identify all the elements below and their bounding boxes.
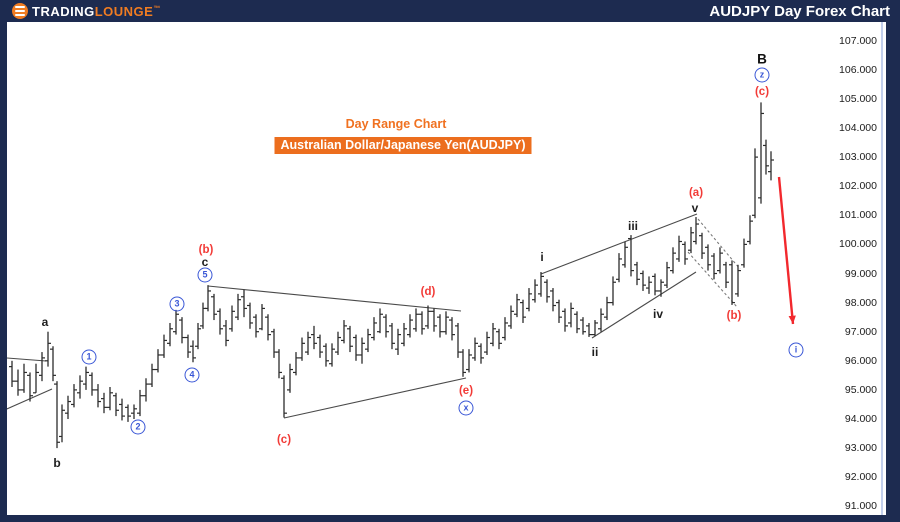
wave-label-x-circled: x: [458, 400, 474, 416]
y-axis-tick-label: 91.000: [844, 500, 877, 513]
wave-label-b: (b): [726, 310, 742, 322]
wave-label-1-circled: 1: [81, 349, 97, 365]
axis-separator-line: [881, 22, 883, 515]
wave-label-B: B: [757, 51, 767, 67]
wave-label-d: (d): [420, 286, 436, 298]
y-axis-tick-label: 93.000: [844, 442, 877, 455]
wave-label-i-circled: i: [788, 342, 804, 358]
wave-label-a: (a): [688, 187, 704, 199]
y-axis-tick-label: 94.000: [844, 413, 877, 425]
forecast-arrow-shaft: [777, 176, 795, 325]
wave-label-3-circled: 3: [169, 296, 185, 312]
y-axis-tick-label: 102.000: [839, 180, 877, 193]
wave-label-iii: iii: [627, 219, 639, 233]
y-axis-tick-label: 100.000: [839, 238, 877, 251]
right-border-panel: [886, 0, 900, 522]
left-border: [0, 0, 7, 522]
bottom-border: [0, 515, 900, 522]
y-axis-tick-label: 95.000: [844, 383, 877, 396]
y-axis-tick-label: 107.000: [839, 34, 877, 47]
trendline-channel-lower: [591, 271, 697, 339]
trendline-left-ascending: [0, 388, 53, 413]
wave-label-c: (c): [276, 434, 292, 446]
logo-trademark: ™: [153, 5, 161, 13]
wave-label-2-circled: 2: [130, 419, 146, 435]
y-axis-tick-label: 106.000: [839, 63, 877, 76]
chart-window-title: AUDJPY Day Forex Chart: [709, 2, 890, 20]
y-axis-tick-label: 101.000: [839, 209, 877, 222]
y-axis-tick-label: 104.000: [839, 122, 877, 134]
trendline-triangle-lower: [283, 377, 467, 419]
y-axis-tick-label: 99.000: [844, 267, 877, 280]
y-axis-tick-label: 92.000: [844, 471, 877, 484]
wave-label-c: (c): [754, 86, 770, 98]
trading-lounge-logo-icon: [12, 3, 28, 19]
trendline-channel-upper: [540, 213, 698, 275]
app-header: TraDinGLounGe™ AUDJPY Day Forex Chart: [0, 0, 900, 22]
wave-label-5-circled: 5: [197, 267, 213, 283]
wave-label-z-circled: z: [754, 67, 770, 83]
y-axis-tick-label: 105.000: [839, 92, 877, 105]
trendline-flag-upper: [697, 218, 741, 270]
y-axis-tick-label: 103.000: [839, 151, 877, 164]
wave-label-a: a: [41, 315, 49, 329]
wave-label-e: (e): [458, 385, 474, 397]
trendline-left-horizontal: [6, 357, 47, 362]
trendline-triangle-upper: [207, 285, 462, 312]
wave-label-v: v: [691, 201, 699, 215]
y-axis-tick-label: 96.000: [844, 354, 877, 367]
wave-label-i: i: [540, 250, 544, 264]
wave-label-4-circled: 4: [184, 367, 200, 383]
logo-text: TraDinGLounGe™: [32, 4, 161, 19]
wave-label-b: (b): [198, 244, 214, 256]
forecast-arrow-head: [788, 315, 796, 324]
trading-lounge-logo: TraDinGLounGe™: [0, 3, 161, 19]
wave-label-ii: ii: [591, 345, 599, 359]
wave-label-b: b: [53, 456, 61, 470]
wave-label-c: c: [201, 255, 209, 269]
wave-label-iv: iv: [652, 307, 664, 321]
y-axis-tick-label: 97.000: [844, 325, 877, 338]
logo-text-trading: TraDinG: [32, 3, 95, 19]
y-axis-tick-label: 98.000: [844, 296, 877, 309]
chart-subtitle-badge: Australian Dollar/Japanese Yen(AUDJPY): [274, 137, 532, 154]
trendline-flag-lower: [687, 251, 738, 308]
logo-text-lounge: LounGe: [94, 3, 154, 19]
chart-title: Day Range Chart: [345, 117, 447, 131]
